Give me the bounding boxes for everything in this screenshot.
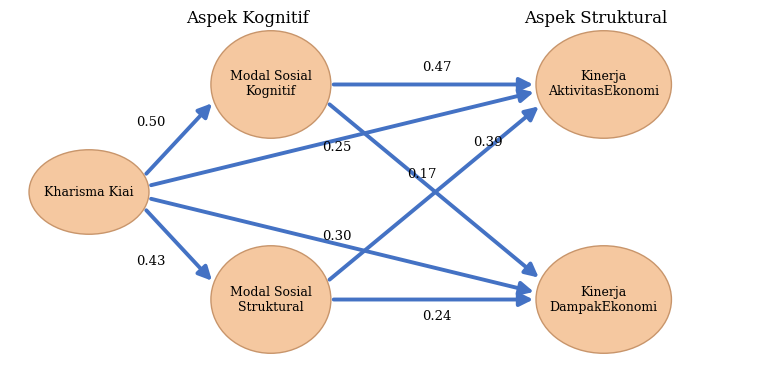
Text: 0.17: 0.17 (407, 168, 437, 181)
Text: Modal Sosial
Kognitif: Modal Sosial Kognitif (230, 71, 312, 98)
Text: Modal Sosial
Struktural: Modal Sosial Struktural (230, 286, 312, 313)
Text: 0.47: 0.47 (423, 61, 452, 74)
Text: 0.25: 0.25 (322, 141, 351, 154)
Text: Kinerja
DampakEkonomi: Kinerja DampakEkonomi (550, 286, 658, 313)
Text: Kinerja
AktivitasEkonomi: Kinerja AktivitasEkonomi (548, 71, 659, 98)
Text: 0.43: 0.43 (136, 255, 166, 268)
Ellipse shape (536, 31, 672, 138)
Text: Aspek Kognitif: Aspek Kognitif (187, 10, 309, 26)
Text: 0.39: 0.39 (473, 136, 502, 149)
Ellipse shape (536, 246, 672, 353)
Text: Aspek Struktural: Aspek Struktural (524, 10, 668, 26)
Ellipse shape (211, 31, 331, 138)
Ellipse shape (29, 150, 149, 234)
Text: 0.24: 0.24 (423, 310, 452, 323)
Text: Kharisma Kiai: Kharisma Kiai (44, 185, 134, 199)
Text: 0.50: 0.50 (136, 116, 166, 129)
Ellipse shape (211, 246, 331, 353)
Text: 0.30: 0.30 (322, 230, 351, 243)
